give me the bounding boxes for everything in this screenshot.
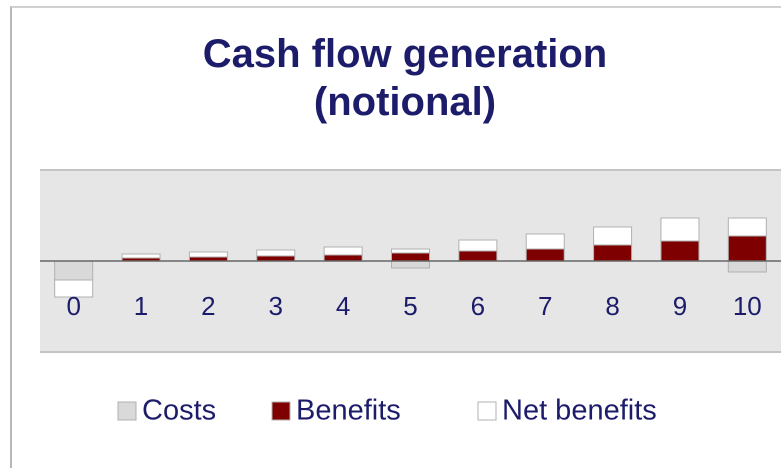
x-tick-label: 5: [403, 291, 417, 321]
bar: [593, 226, 633, 246]
chart-title: Cash flow generation (notional): [202, 32, 608, 124]
bar: [121, 253, 161, 259]
bar: [525, 233, 565, 250]
frame: [10, 6, 781, 468]
x-tick-label: 2: [201, 291, 215, 321]
x-tick-label: 8: [605, 291, 619, 321]
x-tick-label: 9: [673, 291, 687, 321]
x-tick-label: 10: [733, 291, 762, 321]
bar: [391, 260, 430, 269]
bar: [188, 251, 228, 258]
chart: 0 1 2 3 4 5 6 7 8 9 10 Costs Benefits Net benefits: [40, 169, 781, 427]
bar: [660, 240, 700, 262]
bar: [323, 246, 363, 256]
bar: [660, 217, 700, 242]
legend-label: Net benefits: [502, 395, 657, 427]
x-tick-label: 4: [336, 291, 350, 321]
bar: [525, 248, 565, 262]
page: Cash flow generation (notional) 0 1 2 3 4 5 6 7…: [10, 6, 781, 468]
x-tick-label: 7: [538, 291, 552, 321]
legend-label: Benefits: [296, 395, 401, 427]
bar: [593, 244, 633, 262]
x-tick-label: 3: [269, 291, 283, 321]
bar: [54, 279, 94, 298]
x-tick-label: 0: [66, 291, 80, 321]
bar: [458, 250, 498, 262]
bar: [256, 249, 296, 257]
legend-swatch: [117, 401, 137, 421]
bar: [391, 252, 430, 262]
bar: [54, 260, 94, 281]
bar: [323, 254, 363, 262]
bar: [458, 239, 498, 252]
bar: [727, 260, 767, 273]
legend-label: Costs: [142, 395, 216, 427]
legend-swatch: [271, 401, 291, 421]
x-tick-label: 6: [471, 291, 485, 321]
legend-swatch: [477, 401, 497, 421]
bar: [391, 248, 430, 254]
x-tick-label: 1: [134, 291, 148, 321]
bar: [727, 235, 767, 262]
bar: [727, 217, 767, 237]
